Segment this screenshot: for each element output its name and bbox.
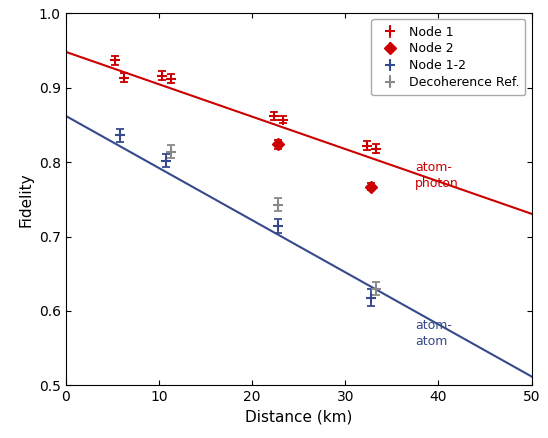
Y-axis label: Fidelity: Fidelity xyxy=(18,172,33,226)
X-axis label: Distance (km): Distance (km) xyxy=(245,410,352,425)
Text: atom-
atom: atom- atom xyxy=(415,319,452,348)
Legend: Node 1, Node 2, Node 1-2, Decoherence Ref.: Node 1, Node 2, Node 1-2, Decoherence Re… xyxy=(371,19,526,95)
Text: atom-
photon: atom- photon xyxy=(415,161,459,190)
